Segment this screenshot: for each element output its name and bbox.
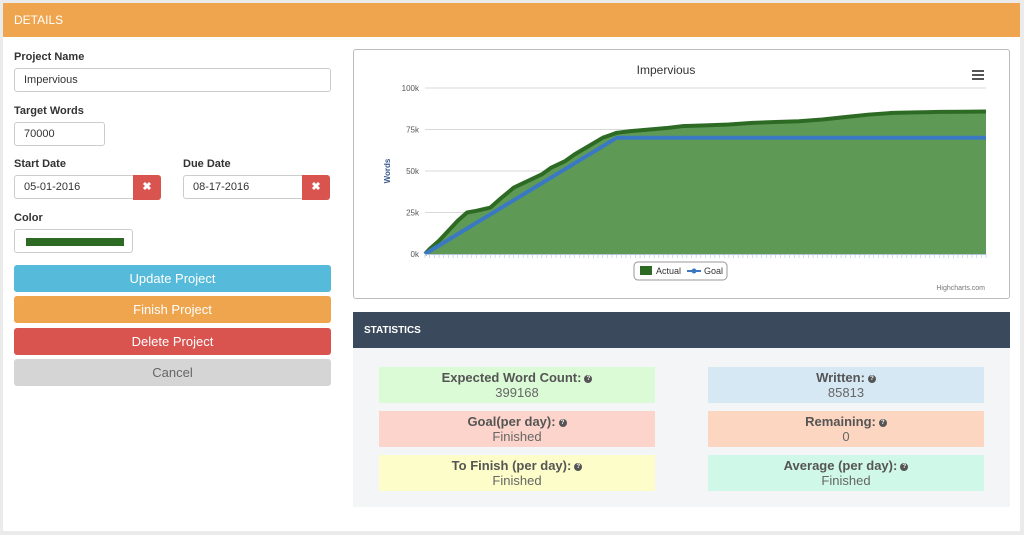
y-tick-label: 100k	[402, 84, 420, 93]
help-icon[interactable]: ?	[584, 375, 593, 383]
delete-project-button[interactable]: Delete Project	[14, 328, 331, 355]
hamburger-menu-icon[interactable]	[972, 70, 984, 80]
help-icon[interactable]: ?	[867, 375, 876, 383]
target-words-label: Target Words	[14, 105, 84, 117]
due-date-input[interactable]: 08-17-2016	[183, 175, 303, 199]
to-finish-per-day-value: Finished	[492, 473, 542, 488]
start-date-label: Start Date	[14, 158, 66, 170]
start-date-input[interactable]: 05-01-2016	[14, 175, 134, 199]
legend-box	[633, 261, 728, 281]
to-finish-per-day-box: To Finish (per day):? Finished	[379, 455, 655, 491]
legend-actual-swatch	[640, 266, 652, 275]
project-name-input[interactable]: Impervious	[14, 68, 331, 92]
color-swatch	[26, 238, 124, 246]
goal-per-day-value: Finished	[492, 429, 542, 444]
expected-word-count-label: Expected Word Count:	[441, 370, 582, 385]
due-date-label: Due Date	[183, 158, 231, 170]
help-icon[interactable]: ?	[574, 463, 583, 471]
statistics-header: STATISTICS	[353, 312, 1010, 348]
help-icon[interactable]: ?	[878, 419, 887, 427]
finish-project-button[interactable]: Finish Project	[14, 296, 331, 323]
average-per-day-box: Average (per day):? Finished	[708, 455, 984, 491]
panel-title: DETAILS	[14, 13, 64, 27]
series-actual-line	[423, 109, 987, 256]
y-tick-label: 0k	[411, 250, 420, 259]
chart-title: Impervious	[637, 63, 696, 77]
project-name-label: Project Name	[14, 51, 85, 63]
y-axis-label: Words	[383, 158, 392, 183]
average-per-day-value: Finished	[821, 473, 871, 488]
chart-credit: Highcharts.com	[936, 285, 985, 292]
color-label: Color	[14, 212, 43, 224]
chart-container: Impervious 0k 25k 50k 75k 100k Words Actual Goal…	[353, 49, 1010, 299]
close-icon: ✖	[142, 181, 152, 193]
help-icon[interactable]: ?	[900, 463, 909, 471]
legend-goal-label: Goal	[704, 266, 723, 276]
written-box: Written:? 85813	[708, 367, 984, 403]
goal-per-day-label: Goal(per day):	[467, 414, 556, 429]
series-actual-area	[425, 111, 986, 254]
goal-per-day-box: Goal(per day):? Finished	[379, 411, 655, 447]
help-icon[interactable]: ?	[558, 419, 567, 427]
statistics-title: STATISTICS	[364, 325, 421, 336]
y-tick-label: 75k	[406, 126, 420, 135]
remaining-value: 0	[842, 429, 850, 444]
legend-goal-marker	[691, 268, 697, 274]
y-tick-label: 25k	[406, 209, 420, 218]
color-picker[interactable]	[14, 229, 133, 253]
clear-start-date-button[interactable]: ✖	[133, 175, 161, 200]
clear-due-date-button[interactable]: ✖	[302, 175, 330, 200]
remaining-label: Remaining:	[805, 414, 876, 429]
panel-header: DETAILS	[3, 3, 1020, 37]
target-words-input[interactable]: 70000	[14, 122, 105, 146]
statistics-panel: STATISTICS Expected Word Count:? 399168 …	[353, 312, 1010, 507]
written-label: Written:	[816, 370, 865, 385]
expected-word-count-value: 399168	[495, 385, 539, 400]
to-finish-per-day-label: To Finish (per day):	[451, 458, 572, 473]
y-tick-label: 50k	[406, 167, 420, 176]
close-icon: ✖	[311, 181, 321, 193]
words-area-chart: Impervious 0k 25k 50k 75k 100k Words Actual Goal…	[383, 63, 987, 292]
average-per-day-label: Average (per day):	[783, 458, 898, 473]
expected-word-count-box: Expected Word Count:? 399168	[379, 367, 655, 403]
series-goal-line	[423, 135, 986, 256]
remaining-box: Remaining:? 0	[708, 411, 984, 447]
cancel-button[interactable]: Cancel	[14, 359, 331, 386]
written-value: 85813	[827, 385, 865, 400]
update-project-button[interactable]: Update Project	[14, 265, 331, 292]
legend-actual-label: Actual	[656, 266, 681, 276]
details-panel: DETAILS Project Name Impervious Target W…	[3, 3, 1020, 531]
chart-legend	[633, 261, 728, 281]
